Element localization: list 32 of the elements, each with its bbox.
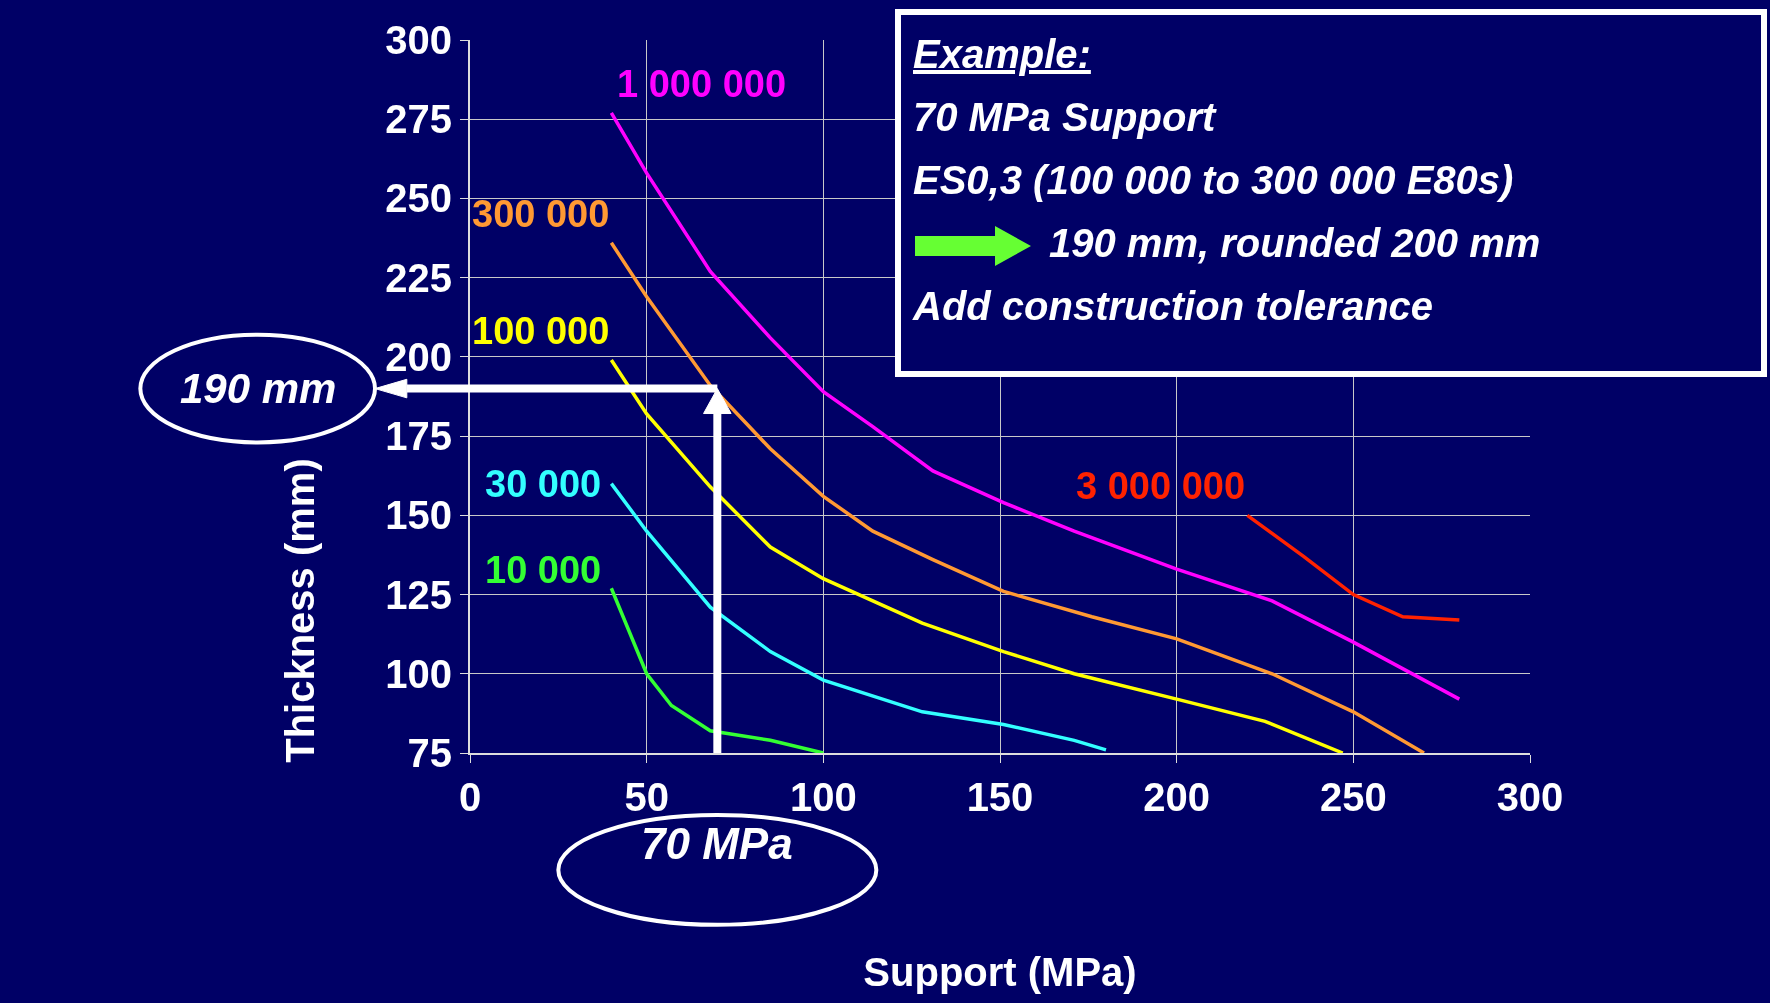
x-tick-label: 300 [1496, 775, 1564, 819]
series-label: 100 000 [472, 310, 610, 352]
y-tick-label: 200 [385, 334, 452, 379]
y-tick-label: 300 [385, 18, 452, 62]
y-tick-label: 225 [385, 255, 452, 300]
x-tick-label: 200 [1143, 775, 1211, 819]
x-tick-label: 50 [624, 775, 669, 819]
series-label: 10 000 [485, 549, 602, 591]
series-label: 1 000 000 [617, 63, 787, 105]
y-tick-label: 275 [385, 97, 452, 142]
series-label: 3 000 000 [1076, 465, 1246, 507]
annotation: 190 mm, rounded 200 mm [1049, 221, 1541, 265]
x-axis-title: Support (MPa) [863, 950, 1137, 994]
x-tick-label: 0 [458, 775, 482, 819]
x-tick-label: 100 [789, 775, 857, 819]
y-axis-title: Thickness (mm) [278, 458, 322, 763]
x-tick-label: 150 [966, 775, 1034, 819]
y-tick-label: 75 [407, 731, 452, 775]
annotation: ES0,3 (100 000 to 300 000 E80s) [913, 158, 1514, 202]
annotation: Example: [913, 32, 1091, 76]
x-tick-label: 250 [1319, 775, 1387, 819]
ref-line-label: 190 mm [180, 365, 337, 412]
y-tick-label: 125 [385, 572, 452, 617]
ref-line-label: 70 MPa [641, 819, 793, 868]
series-label: 30 000 [485, 463, 602, 505]
annotation: 70 MPa Support [913, 95, 1216, 139]
y-tick-label: 250 [385, 176, 452, 221]
annotation: Add construction tolerance [913, 284, 1434, 328]
y-tick-label: 175 [385, 414, 452, 459]
series-label: 300 000 [472, 193, 610, 235]
y-tick-label: 100 [385, 651, 452, 696]
y-tick-label: 150 [385, 493, 452, 538]
